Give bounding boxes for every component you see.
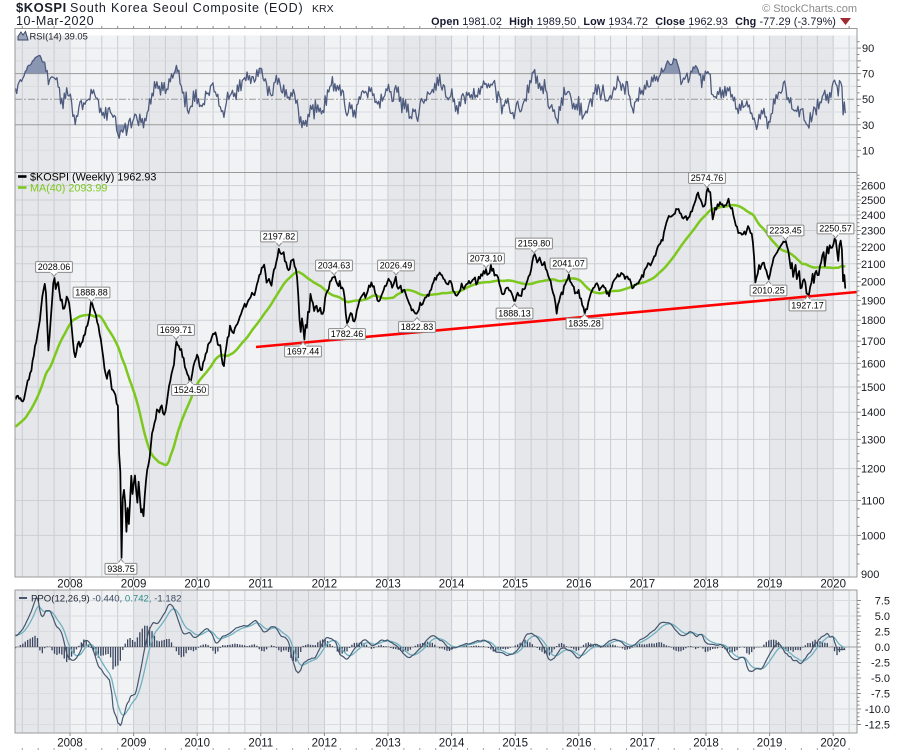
svg-text:1000: 1000 [861,530,885,542]
svg-text:2019: 2019 [757,579,783,591]
svg-text:2012: 2012 [312,738,338,750]
svg-text:5.0: 5.0 [875,611,890,623]
svg-text:2011: 2011 [248,738,273,750]
svg-text:RSI(14) 39.05: RSI(14) 39.05 [30,31,88,42]
svg-text:2197.82: 2197.82 [263,232,296,242]
svg-text:938.75: 938.75 [107,564,135,574]
svg-text:2026.49: 2026.49 [380,261,413,271]
svg-text:2009: 2009 [121,738,147,750]
svg-text:1500: 1500 [861,382,885,394]
svg-text:1700: 1700 [861,336,885,348]
svg-text:1400: 1400 [861,407,885,419]
svg-text:2020: 2020 [820,738,846,750]
svg-text:1100: 1100 [861,496,885,508]
svg-text:2011: 2011 [248,579,273,591]
svg-text:-2.5: -2.5 [871,658,890,670]
svg-text:2008: 2008 [57,738,83,750]
svg-text:South Korea Seoul Composite (E: South Korea Seoul Composite (EOD) [70,1,303,15]
svg-text:2014: 2014 [439,579,465,591]
svg-text:2000: 2000 [861,277,885,289]
svg-text:MA(40) 2093.99: MA(40) 2093.99 [30,183,107,195]
svg-text:-10.0: -10.0 [865,704,890,716]
svg-text:2016: 2016 [566,738,592,750]
svg-text:2008: 2008 [57,579,83,591]
svg-text:2018: 2018 [693,579,719,591]
svg-text:1888.13: 1888.13 [498,309,531,319]
svg-text:1835.28: 1835.28 [568,319,601,329]
svg-text:2010.25: 2010.25 [752,286,785,296]
svg-text:90: 90 [862,43,874,55]
svg-text:1524.50: 1524.50 [174,385,207,395]
svg-text:KRX: KRX [312,3,334,15]
svg-text:2034.63: 2034.63 [318,261,351,271]
svg-text:2300: 2300 [861,226,885,238]
svg-text:2250.57: 2250.57 [819,224,852,234]
svg-text:10: 10 [862,145,874,157]
svg-text:2400: 2400 [861,210,885,222]
svg-text:1927.17: 1927.17 [791,301,824,311]
svg-text:$KOSPI (Weekly) 1962.93: $KOSPI (Weekly) 1962.93 [30,172,156,184]
svg-text:2041.07: 2041.07 [552,259,585,269]
svg-text:2159.80: 2159.80 [518,239,551,249]
svg-text:Open 1981.02 High 1989.50 Low: Open 1981.02 High 1989.50 Low 1934.72 Cl… [431,16,836,28]
svg-text:2016: 2016 [566,579,592,591]
svg-text:1900: 1900 [861,295,885,307]
svg-text:2017: 2017 [630,579,656,591]
svg-text:2014: 2014 [439,738,465,750]
svg-text:$KOSPI: $KOSPI [16,0,67,15]
svg-text:2015: 2015 [502,579,528,591]
svg-text:1782.46: 1782.46 [331,329,364,339]
svg-text:2028.06: 2028.06 [38,262,71,272]
svg-text:1600: 1600 [861,358,885,370]
svg-text:-7.5: -7.5 [871,689,890,701]
svg-text:0.0: 0.0 [875,642,890,654]
svg-text:2.5: 2.5 [875,627,890,639]
svg-text:7.5: 7.5 [875,596,890,608]
svg-text:900: 900 [861,569,879,581]
svg-text:1888.88: 1888.88 [75,288,108,298]
svg-text:2010: 2010 [184,738,210,750]
svg-text:2013: 2013 [375,738,401,750]
svg-text:2233.45: 2233.45 [769,226,802,236]
svg-text:-5.0: -5.0 [871,673,890,685]
svg-text:2017: 2017 [630,738,656,750]
svg-text:2500: 2500 [861,195,885,207]
svg-text:1822.83: 1822.83 [401,322,434,332]
svg-text:© StockCharts.com: © StockCharts.com [762,3,857,15]
svg-text:2018: 2018 [693,738,719,750]
svg-text:2009: 2009 [121,579,147,591]
svg-text:2012: 2012 [312,579,338,591]
svg-text:2013: 2013 [375,579,401,591]
svg-text:-12.5: -12.5 [865,720,890,732]
svg-text:1697.44: 1697.44 [287,347,320,357]
svg-text:2100: 2100 [861,259,885,271]
svg-text:1699.71: 1699.71 [160,325,193,335]
svg-text:2015: 2015 [502,738,528,750]
svg-text:2019: 2019 [757,738,783,750]
svg-text:2200: 2200 [861,242,885,254]
svg-text:2600: 2600 [861,181,885,193]
svg-text:2020: 2020 [820,579,846,591]
svg-text:30: 30 [862,120,874,132]
svg-text:2010: 2010 [184,579,210,591]
svg-text:2073.10: 2073.10 [470,254,503,264]
svg-text:1300: 1300 [861,434,885,446]
svg-text:50: 50 [862,94,874,106]
svg-text:70: 70 [862,69,874,81]
svg-text:10-Mar-2020: 10-Mar-2020 [16,14,94,28]
svg-text:PPO(12,26,9) -0.440, 0.742, -1: PPO(12,26,9) -0.440, 0.742, -1.182 [31,594,181,605]
svg-text:1800: 1800 [861,315,885,327]
svg-text:2574.76: 2574.76 [691,173,724,183]
svg-text:1200: 1200 [861,464,885,476]
